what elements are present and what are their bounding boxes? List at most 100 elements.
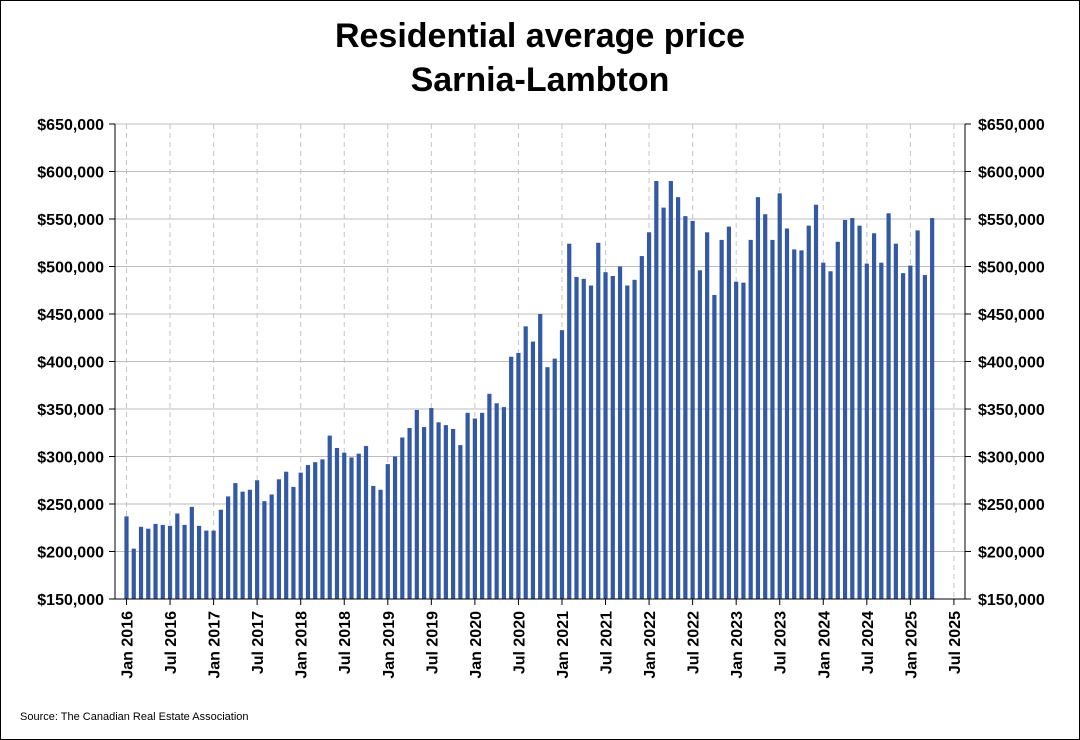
bar <box>233 483 238 599</box>
bar <box>755 197 761 599</box>
bar <box>530 341 536 599</box>
y-tick-label-left: $350,000 <box>37 402 104 419</box>
bar <box>124 516 129 599</box>
y-tick-label-left: $550,000 <box>37 212 104 229</box>
bar <box>806 225 811 599</box>
bar <box>930 218 935 600</box>
bar <box>784 228 790 599</box>
bar <box>153 523 158 599</box>
bar <box>240 491 245 599</box>
bar <box>734 281 739 599</box>
bar <box>160 524 165 599</box>
bar <box>276 479 282 599</box>
bar <box>792 249 797 599</box>
bar <box>646 232 652 600</box>
bar <box>421 427 427 599</box>
y-tick-label-right: $600,000 <box>978 165 1045 182</box>
bar <box>683 216 688 599</box>
bar <box>864 263 869 599</box>
bar <box>559 330 565 599</box>
bar <box>835 241 840 600</box>
bar <box>567 243 572 599</box>
bar <box>712 295 717 599</box>
y-tick-label-right: $650,000 <box>978 117 1045 134</box>
bar <box>799 250 804 599</box>
bar <box>632 279 637 599</box>
x-tick-label: Jul 2023 <box>773 611 790 674</box>
bar <box>617 266 623 599</box>
bar <box>414 409 419 599</box>
bar <box>284 471 289 599</box>
bar <box>131 548 136 599</box>
x-tick-label: Jul 2016 <box>163 611 180 674</box>
bar <box>189 506 194 599</box>
bar <box>857 225 862 599</box>
y-tick-label-left: $200,000 <box>37 545 104 562</box>
bar <box>436 422 441 599</box>
y-tick-label-left: $500,000 <box>37 260 104 277</box>
x-tick-label: Jan 2022 <box>642 611 659 679</box>
bar <box>182 524 187 599</box>
y-tick-label-left: $250,000 <box>37 497 104 514</box>
y-tick-label-right: $250,000 <box>978 497 1045 514</box>
bar <box>545 367 550 599</box>
chart-title: Residential average price Sarnia-Lambton <box>0 14 1080 102</box>
bar <box>574 276 579 599</box>
x-tick-label: Jul 2025 <box>947 611 964 674</box>
bar <box>327 435 332 599</box>
chart-title-line-1: Residential average price <box>334 17 746 55</box>
y-tick-label-right: $150,000 <box>978 592 1045 609</box>
bar <box>400 437 405 599</box>
bar <box>879 262 884 599</box>
bar <box>777 193 782 599</box>
bar <box>305 465 311 599</box>
y-tick-label-left: $300,000 <box>37 450 104 467</box>
x-tick-label: Jul 2020 <box>511 611 528 674</box>
bar <box>690 220 695 599</box>
y-tick-label-right: $200,000 <box>978 545 1045 562</box>
bar <box>262 501 267 599</box>
x-tick-label: Jan 2021 <box>555 611 572 679</box>
y-tick-label-right: $300,000 <box>978 450 1045 467</box>
bar <box>472 418 477 599</box>
bar <box>697 270 702 599</box>
bar <box>871 233 877 599</box>
bar <box>356 453 361 599</box>
bar <box>719 239 724 599</box>
bar <box>392 456 398 599</box>
bar <box>378 489 383 599</box>
x-tick-label: Jan 2017 <box>207 611 224 679</box>
bar <box>218 509 223 599</box>
bar <box>523 326 528 599</box>
bar <box>226 496 231 599</box>
bar <box>886 213 891 600</box>
bar <box>349 457 354 599</box>
bar <box>552 358 557 599</box>
bar <box>901 273 906 599</box>
y-tick-label-right: $450,000 <box>978 307 1045 324</box>
x-tick-label: Jul 2018 <box>337 611 354 674</box>
x-tick-label: Jul 2017 <box>250 611 267 674</box>
y-tick-label-left: $650,000 <box>37 117 104 134</box>
bar <box>821 262 826 599</box>
y-tick-label-left: $400,000 <box>37 355 104 372</box>
bar <box>770 239 775 599</box>
bar <box>893 243 898 599</box>
bar <box>603 272 608 599</box>
bar <box>138 526 144 599</box>
y-tick-label-left: $600,000 <box>37 165 104 182</box>
bar <box>661 207 666 599</box>
bar <box>494 403 499 599</box>
bar <box>371 485 376 599</box>
x-tick-label: Jul 2021 <box>599 611 616 674</box>
y-tick-label-left: $150,000 <box>37 592 104 609</box>
bar <box>167 525 173 599</box>
bar <box>850 218 855 600</box>
bar <box>581 278 586 599</box>
bar <box>211 530 216 599</box>
bar <box>407 428 412 599</box>
bar <box>726 226 732 599</box>
x-tick-label: Jul 2022 <box>686 611 703 674</box>
bar <box>298 472 303 599</box>
